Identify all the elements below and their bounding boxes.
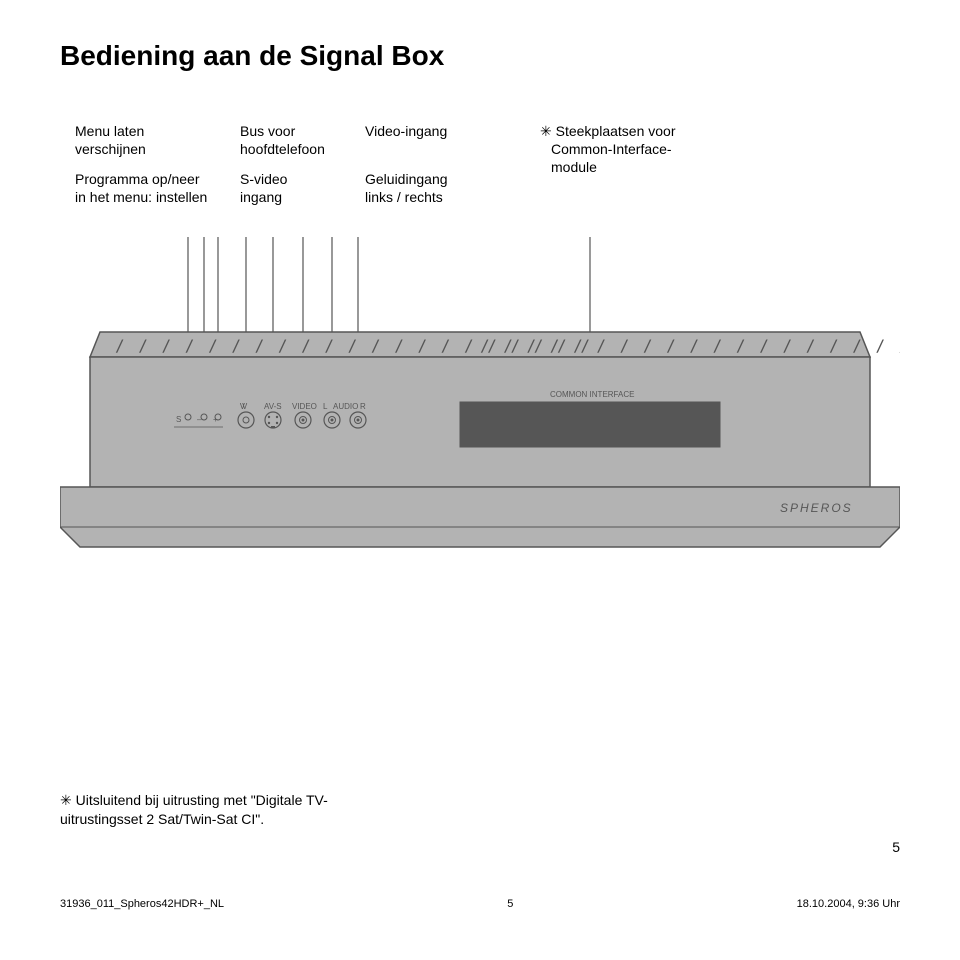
- page: Bediening aan de Signal Box Menu laten v…: [0, 0, 960, 960]
- svg-text:S: S: [176, 415, 181, 424]
- footer-right: 18.10.2004, 9:36 Uhr: [797, 898, 900, 910]
- label-program-l1: Programma op/neer: [75, 170, 207, 188]
- footer: 31936_011_Spheros42HDR+_NL 5 18.10.2004,…: [60, 898, 900, 910]
- label-audio-l2: links / rechts: [365, 188, 448, 206]
- footnote-l1: Uitsluitend bij uitrusting met "Digitale…: [76, 792, 328, 808]
- label-video-in: Video-ingang: [365, 122, 447, 140]
- label-menu-l1: Menu laten: [75, 122, 146, 140]
- footer-left: 31936_011_Spheros42HDR+_NL: [60, 898, 224, 910]
- label-bus-l2: hoofdtelefoon: [240, 140, 325, 158]
- label-audio-l1: Geluidingang: [365, 170, 448, 188]
- footnote-l2: uitrustingsset 2 Sat/Twin-Sat CI".: [60, 811, 264, 827]
- label-menu: Menu laten verschijnen: [75, 122, 146, 158]
- callout-labels: Menu laten verschijnen Programma op/neer…: [60, 122, 900, 237]
- svg-text:R: R: [360, 402, 366, 411]
- label-ci-l3: module: [540, 158, 675, 176]
- label-ci-l1: Steekplaatsen voor: [556, 123, 676, 139]
- svg-text:COMMON INTERFACE: COMMON INTERFACE: [550, 390, 634, 399]
- svg-text:Ꮤ: Ꮤ: [239, 402, 248, 411]
- footnote-prefix: ✳: [60, 792, 72, 808]
- label-svideo-l1: S-video: [240, 170, 287, 188]
- label-svideo-l2: ingang: [240, 188, 287, 206]
- label-audio: Geluidingang links / rechts: [365, 170, 448, 206]
- label-ci-prefix: ✳: [540, 123, 552, 139]
- device-body: / / / / / / / / / / / / / / / / / / / / …: [60, 332, 900, 547]
- label-program: Programma op/neer in het menu: instellen: [75, 170, 207, 206]
- label-ci: ✳ Steekplaatsen voor Common-Interface- m…: [540, 122, 675, 177]
- footer-center: 5: [507, 898, 513, 910]
- diagram: / / / / / / / / / / / / / / / / / / / / …: [60, 237, 900, 697]
- svg-text:AV-S: AV-S: [264, 402, 282, 411]
- label-menu-l2: verschijnen: [75, 140, 146, 158]
- svg-text:L: L: [323, 402, 328, 411]
- page-title: Bediening aan de Signal Box: [60, 40, 900, 72]
- label-ci-l2: Common-Interface-: [540, 140, 675, 158]
- svg-text:VIDEO: VIDEO: [292, 402, 317, 411]
- svg-text:AUDIO: AUDIO: [333, 402, 358, 411]
- label-program-l2: in het menu: instellen: [75, 188, 207, 206]
- brand-text: SPHEROS: [780, 501, 853, 515]
- vent-right: / / / / / / / / / / / / / / / / / / / / …: [480, 336, 900, 355]
- label-svideo: S-video ingang: [240, 170, 287, 206]
- label-bus: Bus voor hoofdtelefoon: [240, 122, 325, 158]
- page-number: 5: [892, 839, 900, 855]
- label-bus-l1: Bus voor: [240, 122, 325, 140]
- footnote: ✳ Uitsluitend bij uitrusting met "Digita…: [60, 791, 328, 830]
